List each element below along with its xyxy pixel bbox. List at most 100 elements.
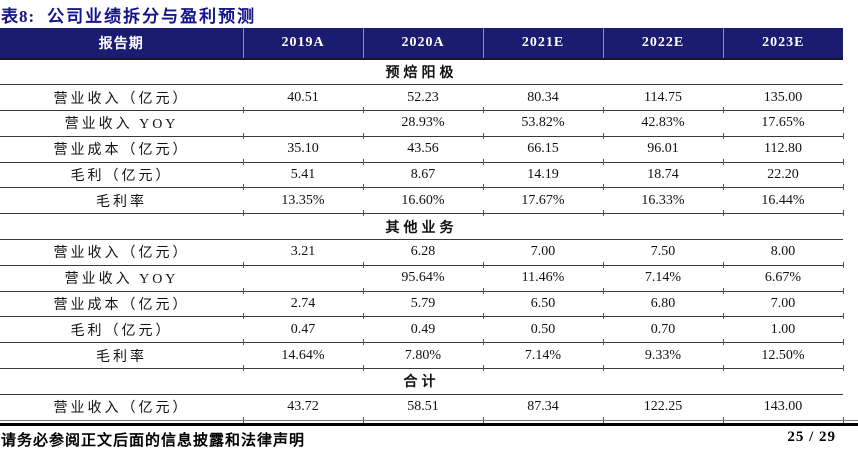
table-title-text: 公司业绩拆分与盈利预测 [47, 7, 257, 26]
value-cell: 7.80% [362, 342, 483, 371]
value-cell: 53.82% [482, 110, 603, 139]
value-cell: 7.00 [482, 239, 603, 268]
row-label: 营业收入（亿元） [0, 84, 243, 112]
value-cell: 13.35% [242, 187, 363, 216]
value-cell: 52.23 [362, 84, 483, 113]
value-cell: 7.00 [722, 291, 844, 319]
value-cell: 0.49 [362, 316, 483, 345]
row-label: 营业收入 YOY [0, 265, 243, 292]
value-cell: 66.15 [482, 136, 603, 164]
table-row: 营业收入 YOY 28.93% 53.82% 42.83% 17.65% [0, 110, 844, 139]
value-cell: 80.34 [482, 84, 603, 113]
value-cell: 58.51 [362, 394, 483, 422]
header-cell-year: 2022E [602, 28, 723, 60]
header-cell-year: 2019A [242, 28, 363, 60]
value-cell: 0.70 [602, 316, 723, 345]
row-label: 毛利率 [0, 342, 243, 370]
value-cell: 11.46% [482, 265, 603, 293]
value-cell: 28.93% [362, 110, 483, 139]
table-row: 营业收入 YOY 95.64% 11.46% 7.14% 6.67% [0, 265, 844, 293]
table-row: 营业成本（亿元） 35.10 43.56 66.15 96.01 112.80 [0, 136, 844, 164]
value-cell: 18.74 [602, 162, 723, 190]
value-cell: 16.44% [722, 187, 844, 216]
value-cell: 22.20 [722, 162, 844, 190]
value-cell: 143.00 [722, 394, 844, 422]
row-label: 毛利（亿元） [0, 316, 243, 344]
value-cell [242, 110, 363, 139]
page-number: 25 / 29 [787, 429, 836, 445]
value-cell: 135.00 [722, 84, 844, 113]
value-cell: 3.21 [242, 239, 363, 268]
footer-rule-thin [0, 420, 858, 421]
table-row: 毛利（亿元） 5.41 8.67 14.19 18.74 22.20 [0, 162, 844, 190]
value-cell: 87.34 [482, 394, 603, 422]
value-cell: 8.67 [362, 162, 483, 190]
value-cell: 40.51 [242, 84, 363, 113]
value-cell: 7.50 [602, 239, 723, 268]
value-cell: 43.56 [362, 136, 483, 164]
value-cell: 6.28 [362, 239, 483, 268]
header-cell-year: 2020A [362, 28, 483, 60]
header-cell-period: 报告期 [0, 28, 243, 60]
value-cell: 16.33% [602, 187, 723, 216]
table-row: 营业收入（亿元） 43.72 58.51 87.34 122.25 143.00 [0, 394, 844, 422]
forecast-table: 报告期 2019A 2020A 2021E 2022E 2023E 预焙阳极 营业收入（亿元… [0, 28, 844, 422]
value-cell: 12.50% [722, 342, 844, 371]
table-title: 表8: 公司业绩拆分与盈利预测 [1, 2, 256, 27]
footer-disclaimer: 请务必参阅正文后面的信息披露和法律声明 [1, 433, 306, 449]
table-row: 毛利（亿元） 0.47 0.49 0.50 0.70 1.00 [0, 316, 844, 345]
row-label: 营业收入 YOY [0, 110, 243, 137]
table-row: 毛利率 14.64% 7.80% 7.14% 9.33% 12.50% [0, 342, 844, 371]
value-cell: 35.10 [242, 136, 363, 164]
table-header-row: 报告期 2019A 2020A 2021E 2022E 2023E [0, 28, 843, 60]
value-cell: 112.80 [722, 136, 844, 164]
value-cell: 6.80 [602, 291, 723, 319]
row-label: 毛利率 [0, 187, 243, 215]
value-cell: 7.14% [602, 265, 723, 293]
section-row: 预焙阳极 [0, 59, 843, 86]
footer-rule-thick [0, 423, 858, 426]
value-cell: 6.50 [482, 291, 603, 319]
value-cell: 114.75 [602, 84, 723, 113]
value-cell: 17.65% [722, 110, 844, 139]
value-cell: 8.00 [722, 239, 844, 268]
table-title-prefix: 表8: [1, 7, 36, 26]
value-cell: 14.64% [242, 342, 363, 371]
page-footer: 请务必参阅正文后面的信息披露和法律声明 25 / 29 [1, 429, 836, 450]
table-row: 营业收入（亿元） 40.51 52.23 80.34 114.75 135.00 [0, 84, 844, 113]
value-cell: 96.01 [602, 136, 723, 164]
row-label: 营业成本（亿元） [0, 291, 243, 318]
header-cell-year: 2023E [722, 28, 843, 60]
table-body: 预焙阳极 营业收入（亿元） 40.51 52.23 80.34 114.75 135.00 营… [0, 59, 844, 422]
value-cell: 43.72 [242, 394, 363, 422]
row-label: 营业收入（亿元） [0, 394, 243, 421]
value-cell: 5.79 [362, 291, 483, 319]
value-cell: 17.67% [482, 187, 603, 216]
header-cell-year: 2021E [482, 28, 603, 60]
row-label: 营业成本（亿元） [0, 136, 243, 163]
value-cell: 5.41 [242, 162, 363, 190]
table-row: 营业成本（亿元） 2.74 5.79 6.50 6.80 7.00 [0, 291, 844, 319]
row-label: 营业收入（亿元） [0, 239, 243, 266]
table-row: 营业收入（亿元） 3.21 6.28 7.00 7.50 8.00 [0, 239, 844, 268]
value-cell: 16.60% [362, 187, 483, 216]
value-cell: 14.19 [482, 162, 603, 190]
value-cell: 9.33% [602, 342, 723, 371]
value-cell: 122.25 [602, 394, 723, 422]
table-row: 毛利率 13.35% 16.60% 17.67% 16.33% 16.44% [0, 187, 844, 216]
value-cell: 2.74 [242, 291, 363, 319]
section-row: 合计 [0, 368, 843, 395]
section-title: 合计 [0, 368, 843, 395]
value-cell: 95.64% [362, 265, 483, 293]
value-cell [242, 265, 363, 293]
section-title: 其他业务 [0, 213, 843, 241]
value-cell: 6.67% [722, 265, 844, 293]
value-cell: 42.83% [602, 110, 723, 139]
value-cell: 1.00 [722, 316, 844, 345]
section-row: 其他业务 [0, 213, 843, 241]
row-label: 毛利（亿元） [0, 162, 243, 189]
value-cell: 7.14% [482, 342, 603, 371]
value-cell: 0.47 [242, 316, 363, 345]
value-cell: 0.50 [482, 316, 603, 345]
